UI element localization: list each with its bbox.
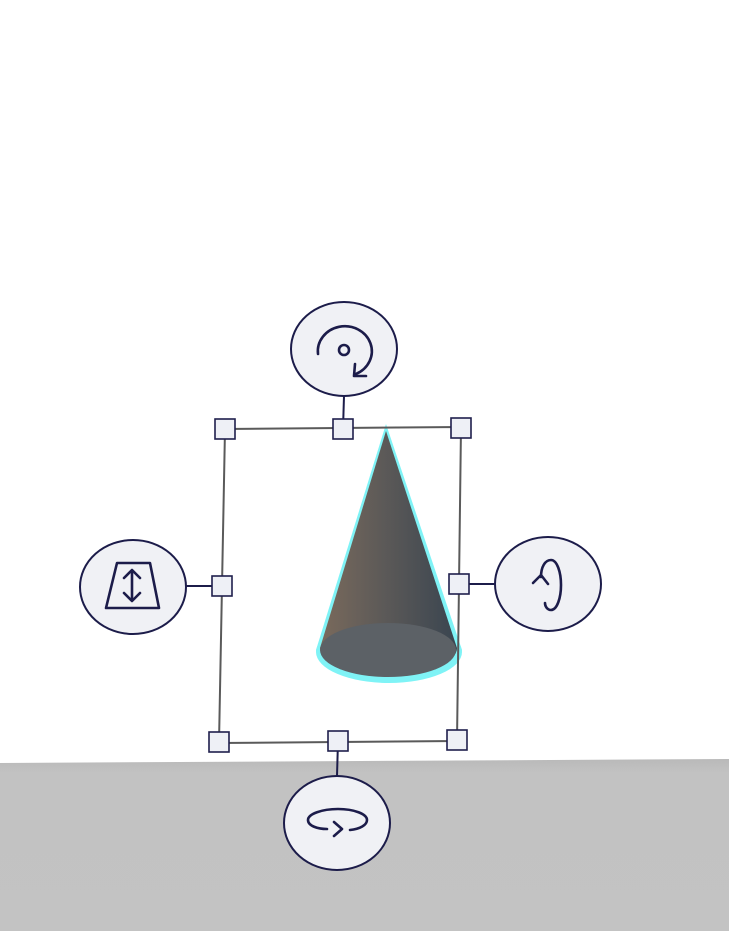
rotate-x-button[interactable] <box>283 775 391 871</box>
handle-middle-right[interactable] <box>448 573 470 595</box>
handle-top-middle[interactable] <box>332 418 354 440</box>
rotate-around-vertical-axis-icon <box>531 558 563 612</box>
selected-cone[interactable] <box>316 424 462 683</box>
handle-top-right[interactable] <box>450 417 472 439</box>
handle-bottom-right[interactable] <box>446 729 468 751</box>
taper-button[interactable] <box>79 539 187 635</box>
rotate-around-point-icon <box>316 324 374 378</box>
handle-top-left[interactable] <box>214 418 236 440</box>
handle-bottom-left[interactable] <box>208 731 230 753</box>
rotate-z-button[interactable] <box>290 301 398 397</box>
taper-vertical-icon <box>104 561 161 610</box>
handle-middle-left[interactable] <box>211 575 233 597</box>
rotate-around-horizontal-axis-icon <box>306 807 369 838</box>
rotate-y-button[interactable] <box>494 536 602 632</box>
cone-base <box>320 623 456 677</box>
handle-bottom-middle[interactable] <box>327 730 349 752</box>
cone-body <box>320 431 457 676</box>
